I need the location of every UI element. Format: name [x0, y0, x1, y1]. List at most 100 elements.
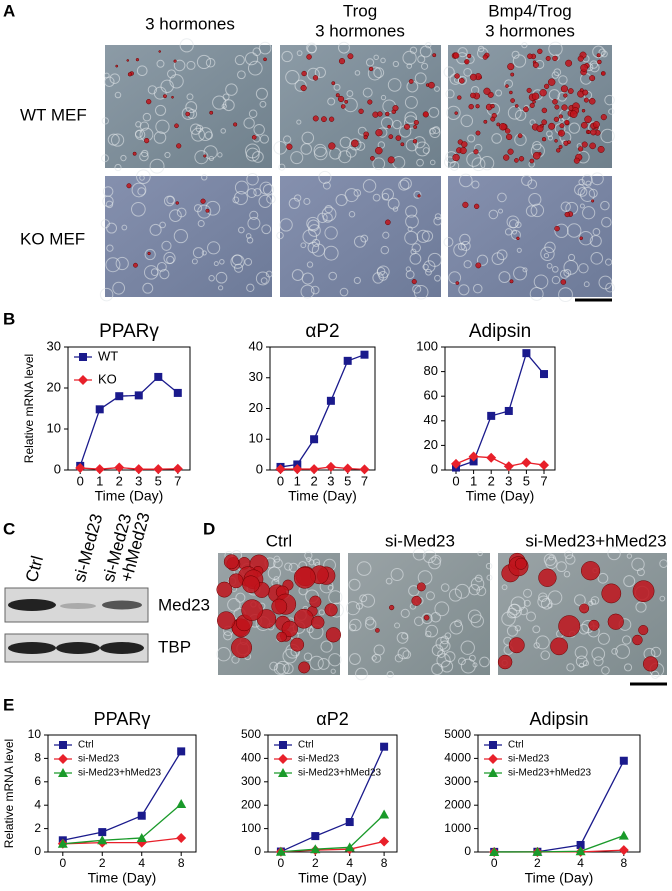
lipid-droplet: [173, 59, 177, 63]
marker: [176, 832, 187, 843]
cell: [404, 95, 418, 109]
cell: [255, 271, 270, 286]
cell: [327, 97, 336, 106]
lipid-droplet: [548, 122, 556, 130]
cell: [516, 247, 522, 253]
cell: [414, 141, 430, 157]
cell: [153, 86, 167, 100]
cell: [527, 179, 538, 190]
cell: [565, 554, 576, 565]
lipid-droplet: [543, 83, 550, 90]
lipid-droplet: [453, 52, 460, 59]
lipid-droplet: [473, 149, 479, 155]
marker: [345, 818, 354, 827]
marker: [532, 846, 543, 856]
lipid-droplet: [563, 93, 568, 98]
column-label: si-Med23+hMed23: [525, 531, 666, 550]
lipid-droplet: [558, 114, 563, 119]
cell: [248, 109, 258, 118]
cell: [446, 105, 461, 120]
y-axis-label: Relative mRNA level: [2, 739, 16, 848]
cell: [479, 656, 490, 668]
cell: [425, 591, 435, 601]
cell: [398, 179, 410, 191]
cell: [186, 93, 194, 101]
cell: [324, 204, 333, 214]
lipid-droplet: [554, 104, 560, 110]
cell: [578, 178, 585, 186]
lipid-droplet: [514, 104, 519, 108]
cell: [631, 557, 645, 572]
lipid-droplet: [580, 121, 588, 129]
lipid-droplet: [375, 628, 380, 633]
cell: [564, 550, 574, 560]
cell: [605, 258, 613, 266]
lipid-droplet: [464, 59, 470, 65]
cell: [333, 83, 341, 91]
cell: [149, 158, 165, 174]
x-tick-label: 3: [135, 473, 142, 488]
marker: [489, 846, 500, 856]
chart-title: Adipsin: [529, 709, 588, 729]
marker: [153, 464, 164, 475]
cell: [402, 50, 417, 65]
lipid-droplet: [312, 115, 319, 122]
cell: [511, 50, 520, 59]
band: [56, 642, 100, 654]
lipid-droplet: [532, 62, 539, 68]
y-tick-label: 500: [241, 727, 261, 741]
cell: [246, 172, 259, 186]
lipid-droplet: [389, 604, 395, 611]
lipid-droplet: [503, 154, 510, 161]
cell: [309, 655, 324, 671]
cell: [533, 642, 540, 649]
cell: [359, 594, 368, 603]
legend-label: Ctrl: [78, 740, 94, 751]
lipid-droplet: [579, 88, 584, 93]
lipid-droplet: [483, 87, 491, 95]
cell: [380, 245, 390, 255]
cell: [498, 271, 511, 284]
cell: [607, 546, 621, 561]
panel-label: A: [3, 1, 15, 20]
lipid-droplet: [358, 108, 364, 114]
cell: [501, 611, 516, 626]
cell: [205, 57, 216, 68]
lipid-droplet: [536, 125, 544, 133]
x-tick-label: 2: [488, 473, 495, 488]
cell: [365, 616, 375, 626]
cell: [361, 593, 376, 608]
cell: [412, 284, 422, 294]
lipid-droplet: [328, 142, 336, 150]
cell: [300, 143, 313, 155]
marker: [522, 349, 531, 358]
lipid-droplet: [423, 614, 430, 621]
cell: [532, 141, 542, 151]
y-tick-label: 100: [241, 821, 261, 835]
lipid-droplet: [490, 103, 495, 109]
lipid-droplet: [174, 123, 179, 129]
cell: [141, 149, 149, 158]
cell: [302, 229, 318, 244]
cell: [253, 188, 262, 197]
cell: [485, 562, 493, 570]
marker: [97, 835, 108, 845]
cell: [344, 188, 359, 203]
cell: [120, 154, 127, 162]
y-tick-label: 10: [249, 431, 263, 446]
legend-label: si-Med23+hMed23: [298, 768, 382, 779]
cell: [530, 203, 545, 218]
cell: [191, 127, 205, 142]
marker: [275, 464, 286, 475]
cell: [282, 648, 298, 664]
lipid-droplet: [491, 113, 497, 119]
cell: [405, 270, 415, 279]
cell: [551, 275, 561, 285]
cell: [321, 206, 337, 222]
lipid-droplet: [514, 158, 519, 163]
x-tick-label: 7: [174, 473, 181, 488]
lipid-droplet: [475, 130, 481, 136]
cell: [353, 189, 362, 197]
lipid-droplet: [532, 151, 541, 160]
